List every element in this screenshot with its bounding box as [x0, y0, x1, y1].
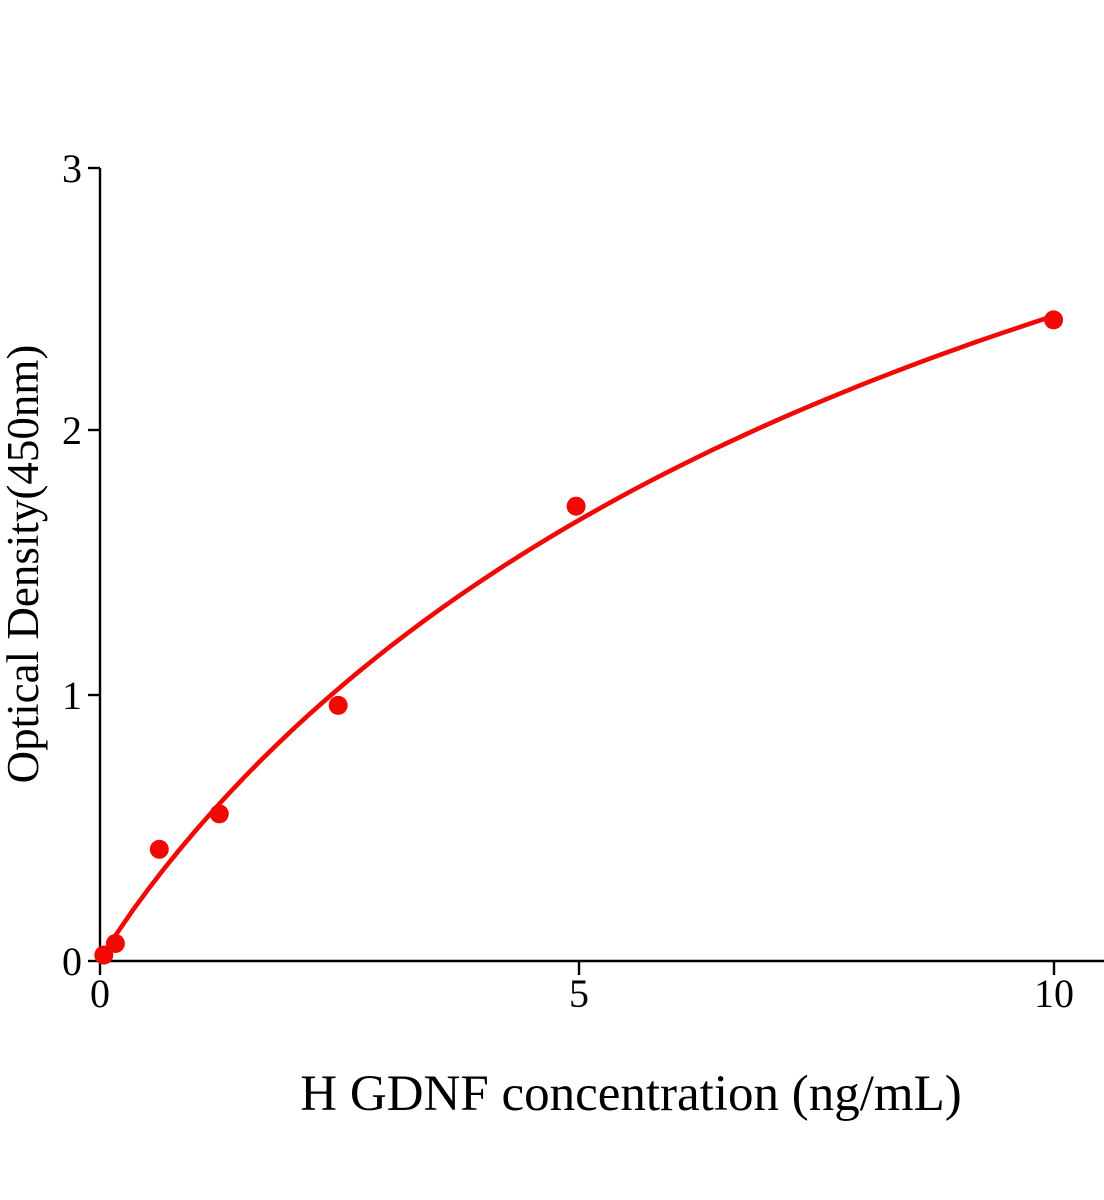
svg-text:0: 0 [62, 939, 82, 984]
svg-text:1: 1 [62, 673, 82, 718]
svg-text:10: 10 [1034, 971, 1074, 1016]
svg-text:Optical Density(450nm): Optical Density(450nm) [0, 345, 48, 784]
svg-text:3: 3 [62, 146, 82, 191]
svg-text:0: 0 [90, 971, 110, 1016]
svg-text:H GDNF concentration (ng/mL): H GDNF concentration (ng/mL) [300, 1066, 961, 1122]
svg-text:5: 5 [569, 971, 589, 1016]
svg-text:2: 2 [62, 408, 82, 453]
